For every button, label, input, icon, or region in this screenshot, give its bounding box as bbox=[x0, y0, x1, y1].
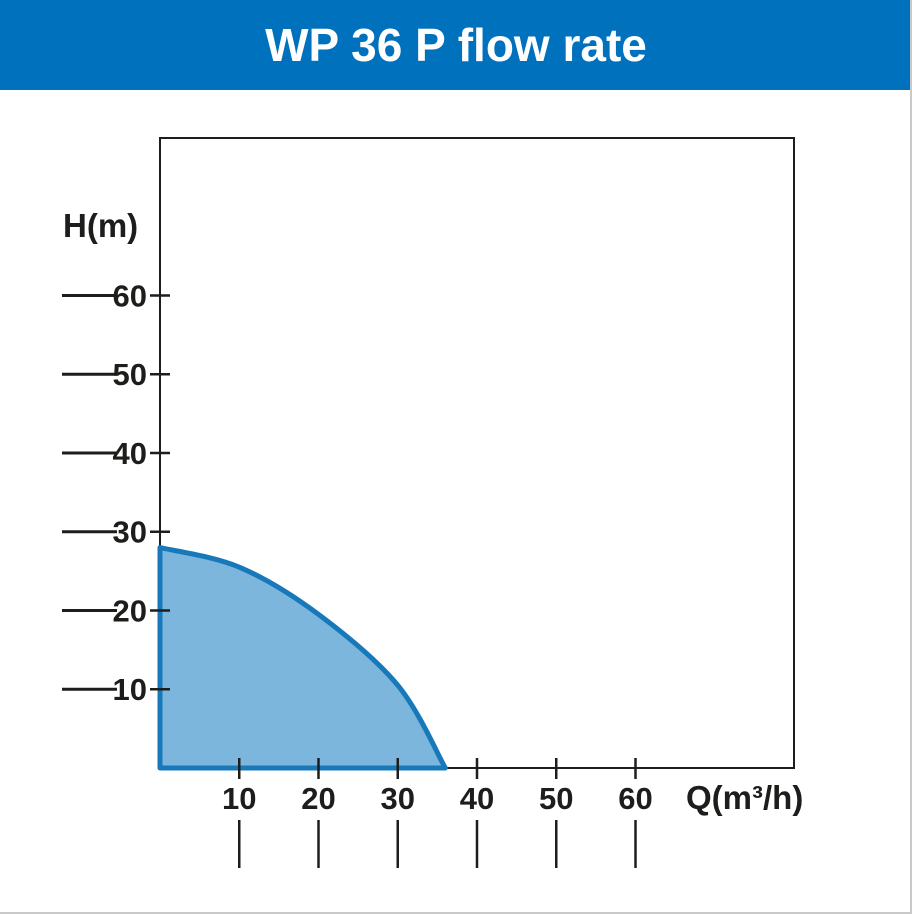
y-tick-label: 20 bbox=[113, 593, 147, 628]
x-tick-label: 50 bbox=[539, 781, 573, 816]
y-tick-label: 50 bbox=[113, 357, 147, 392]
x-tick-label: 40 bbox=[460, 781, 494, 816]
y-tick-label: 60 bbox=[113, 278, 147, 313]
x-axis-label: Q(m³/h) bbox=[686, 779, 803, 816]
chart-area: H(m) 10 20 30 40 50 60 10 20 30 40 50 60 Q(m³/h) bbox=[0, 90, 910, 912]
y-tick-label: 40 bbox=[113, 436, 147, 471]
x-tick-label: 10 bbox=[222, 781, 256, 816]
x-tick-label: 30 bbox=[381, 781, 415, 816]
x-tick-label: 20 bbox=[301, 781, 335, 816]
flow-rate-chart: H(m) 10 20 30 40 50 60 10 20 30 40 50 60 Q(m³/h) bbox=[62, 137, 803, 868]
chart-title: WP 36 P flow rate bbox=[265, 19, 647, 71]
x-tick-label: 60 bbox=[618, 781, 652, 816]
y-tick-label: 10 bbox=[113, 672, 147, 707]
chart-header: WP 36 P flow rate bbox=[0, 0, 910, 90]
y-tick-label: 30 bbox=[113, 515, 147, 550]
flow-curve-area bbox=[157, 545, 448, 771]
y-axis-label: H(m) bbox=[63, 207, 138, 244]
